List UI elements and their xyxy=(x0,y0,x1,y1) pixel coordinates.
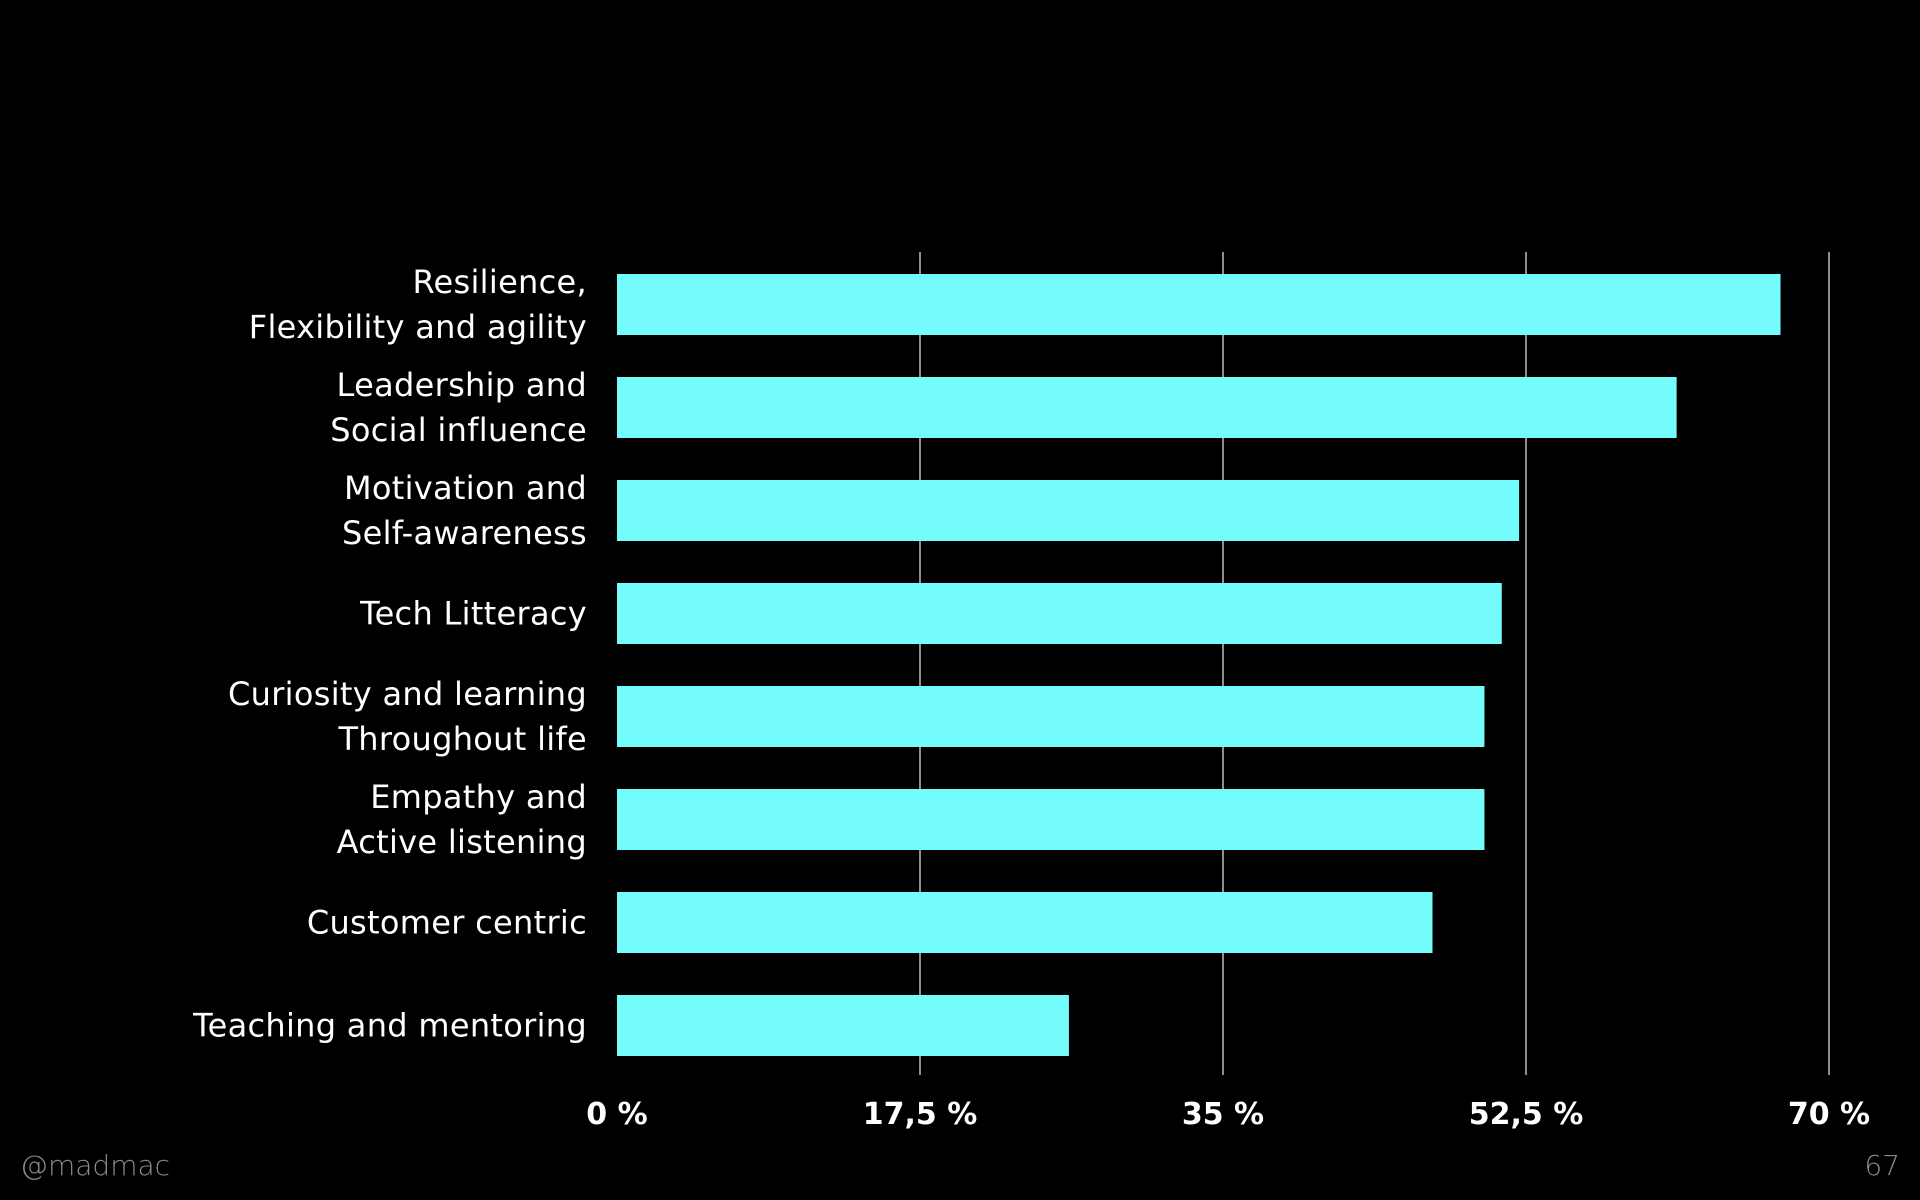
bar xyxy=(617,274,1781,335)
x-tick-label: 0 % xyxy=(586,1097,647,1132)
category-label-line: Motivation and xyxy=(344,469,587,507)
bar xyxy=(617,377,1677,438)
category-label-line: Flexibility and agility xyxy=(249,308,587,346)
category-label-line: Tech Litteracy xyxy=(359,595,587,633)
bar xyxy=(617,583,1502,644)
category-label-line: Active listening xyxy=(337,823,587,861)
category-label-line: Customer centric xyxy=(307,904,587,942)
x-tick-label: 70 % xyxy=(1788,1097,1870,1132)
axis-tick-labels: 0 % 17,5 % 35 % 52,5 % 70 % xyxy=(586,1097,1870,1132)
bar xyxy=(617,686,1485,747)
category-label: Customer centric xyxy=(307,904,587,942)
category-label-line: Self-awareness xyxy=(342,514,587,552)
category-label-line: Social influence xyxy=(330,411,587,449)
category-label: Tech Litteracy xyxy=(359,595,587,633)
bar xyxy=(617,789,1485,850)
category-label: Motivation and Self-awareness xyxy=(342,469,587,552)
category-label-line: Empathy and xyxy=(370,778,587,816)
page-number: 67 xyxy=(1864,1149,1900,1182)
category-label: Teaching and mentoring xyxy=(192,1007,587,1045)
category-label: Resilience, Flexibility and agility xyxy=(249,263,587,346)
category-label-line: Curiosity and learning xyxy=(228,675,587,713)
category-label-line: Throughout life xyxy=(337,720,587,758)
bar xyxy=(617,480,1520,541)
category-label-line: Resilience, xyxy=(412,263,587,301)
category-label: Curiosity and learning Throughout life xyxy=(228,675,587,758)
category-label: Empathy and Active listening xyxy=(337,778,587,861)
category-labels: Resilience, Flexibility and agility Leader… xyxy=(192,263,587,1045)
bars xyxy=(617,274,1781,1056)
category-label-line: Leadership and xyxy=(337,366,587,404)
x-tick-label: 35 % xyxy=(1182,1097,1264,1132)
x-tick-label: 52,5 % xyxy=(1469,1097,1584,1132)
bar xyxy=(617,892,1433,953)
category-label: Leadership and Social influence xyxy=(330,366,587,449)
author-handle: @madmac xyxy=(20,1149,171,1182)
bar xyxy=(617,995,1069,1056)
x-tick-label: 17,5 % xyxy=(863,1097,978,1132)
category-label-line: Teaching and mentoring xyxy=(192,1007,587,1045)
